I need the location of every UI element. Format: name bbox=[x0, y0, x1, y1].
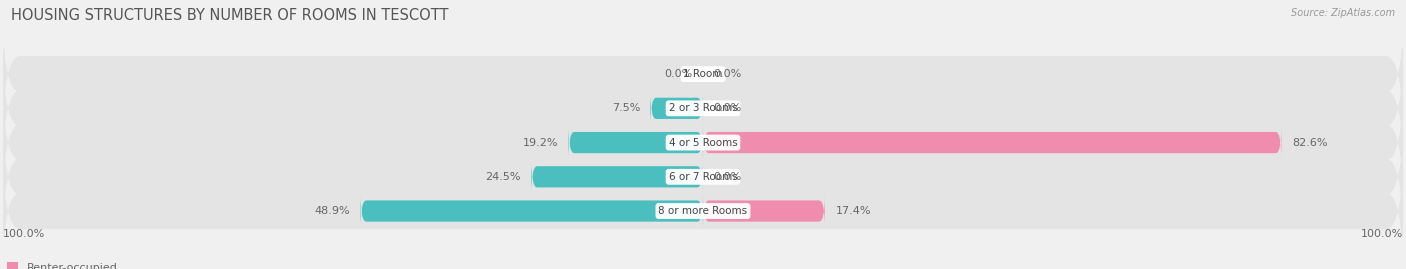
FancyBboxPatch shape bbox=[3, 143, 1403, 269]
Text: 100.0%: 100.0% bbox=[3, 229, 45, 239]
FancyBboxPatch shape bbox=[3, 6, 1403, 142]
FancyBboxPatch shape bbox=[531, 160, 703, 194]
Legend: Owner-occupied, Renter-occupied: Owner-occupied, Renter-occupied bbox=[0, 262, 118, 269]
FancyBboxPatch shape bbox=[3, 109, 1403, 244]
Text: 100.0%: 100.0% bbox=[1361, 229, 1403, 239]
Text: 24.5%: 24.5% bbox=[485, 172, 522, 182]
FancyBboxPatch shape bbox=[703, 194, 825, 228]
Text: 48.9%: 48.9% bbox=[315, 206, 350, 216]
FancyBboxPatch shape bbox=[651, 91, 703, 125]
Text: 17.4%: 17.4% bbox=[835, 206, 870, 216]
Text: 0.0%: 0.0% bbox=[713, 172, 742, 182]
Text: 0.0%: 0.0% bbox=[713, 69, 742, 79]
Text: 6 or 7 Rooms: 6 or 7 Rooms bbox=[669, 172, 737, 182]
FancyBboxPatch shape bbox=[3, 75, 1403, 210]
Text: 82.6%: 82.6% bbox=[1292, 137, 1327, 148]
Text: 0.0%: 0.0% bbox=[664, 69, 693, 79]
Text: 8 or more Rooms: 8 or more Rooms bbox=[658, 206, 748, 216]
FancyBboxPatch shape bbox=[703, 126, 1281, 159]
FancyBboxPatch shape bbox=[360, 194, 703, 228]
FancyBboxPatch shape bbox=[3, 41, 1403, 176]
Text: 0.0%: 0.0% bbox=[713, 103, 742, 113]
Text: HOUSING STRUCTURES BY NUMBER OF ROOMS IN TESCOTT: HOUSING STRUCTURES BY NUMBER OF ROOMS IN… bbox=[11, 8, 449, 23]
FancyBboxPatch shape bbox=[568, 126, 703, 159]
Text: 7.5%: 7.5% bbox=[612, 103, 640, 113]
Text: 2 or 3 Rooms: 2 or 3 Rooms bbox=[669, 103, 737, 113]
Text: 1 Room: 1 Room bbox=[683, 69, 723, 79]
Text: Source: ZipAtlas.com: Source: ZipAtlas.com bbox=[1291, 8, 1395, 18]
Text: 19.2%: 19.2% bbox=[523, 137, 558, 148]
Text: 4 or 5 Rooms: 4 or 5 Rooms bbox=[669, 137, 737, 148]
